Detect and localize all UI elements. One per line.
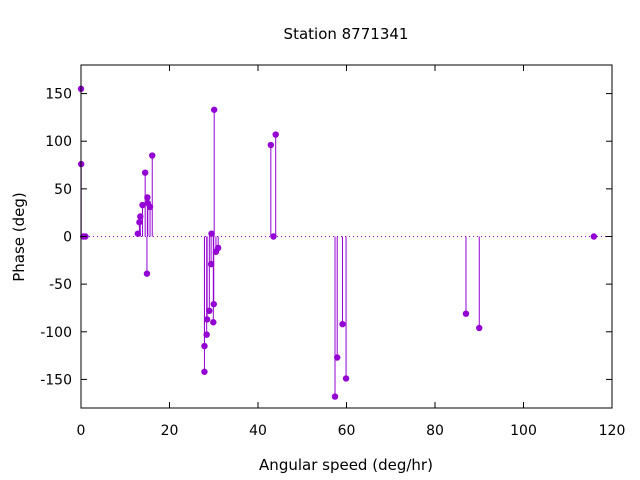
y-tick-label: 100 bbox=[45, 134, 72, 150]
x-axis-label: Angular speed (deg/hr) bbox=[259, 456, 433, 474]
data-point bbox=[342, 375, 350, 382]
y-tick-label: -100 bbox=[40, 325, 72, 341]
data-point bbox=[139, 201, 146, 209]
data-point bbox=[134, 230, 142, 237]
plot-frame bbox=[80, 64, 613, 409]
data-point bbox=[210, 319, 217, 326]
ticks-layer: 0 20 40 60 80 100 120 -150 -100 -50 0 50 100 150 bbox=[40, 65, 625, 439]
data-point bbox=[207, 260, 215, 268]
x-tick-label: 80 bbox=[426, 423, 444, 439]
data-point bbox=[141, 169, 149, 176]
data-point bbox=[214, 244, 222, 252]
data-point bbox=[331, 393, 339, 400]
data-point bbox=[203, 331, 210, 338]
data-point bbox=[206, 307, 213, 315]
data-point bbox=[210, 106, 218, 113]
y-tick-label: 0 bbox=[63, 230, 72, 246]
data-point bbox=[462, 310, 470, 317]
points-layer bbox=[77, 85, 598, 400]
data-point bbox=[201, 368, 208, 375]
data-point bbox=[270, 233, 277, 240]
x-tick-label: 100 bbox=[510, 423, 537, 439]
data-point bbox=[146, 203, 154, 211]
x-tick-label: 20 bbox=[161, 423, 179, 439]
data-point bbox=[201, 342, 208, 350]
data-point bbox=[267, 141, 275, 149]
chart-title: Station 8771341 bbox=[284, 25, 409, 43]
y-tick-label: -50 bbox=[49, 277, 72, 293]
data-point bbox=[339, 320, 346, 328]
y-tick-label: -150 bbox=[40, 372, 72, 388]
stems-layer bbox=[80, 88, 480, 397]
data-point bbox=[476, 324, 483, 332]
data-point bbox=[144, 194, 151, 201]
data-point bbox=[208, 230, 215, 237]
data-point bbox=[210, 300, 217, 308]
y-axis-label: Phase (deg) bbox=[10, 192, 28, 282]
data-point bbox=[137, 213, 144, 220]
data-point bbox=[203, 316, 211, 323]
x-tick-label: 40 bbox=[249, 423, 267, 439]
data-point bbox=[590, 233, 598, 240]
data-point bbox=[136, 219, 143, 226]
data-point bbox=[272, 131, 279, 138]
y-tick-label: 150 bbox=[45, 87, 72, 103]
data-point bbox=[334, 354, 341, 361]
x-tick-label: 120 bbox=[599, 423, 626, 439]
x-tick-label: 0 bbox=[77, 423, 86, 439]
data-point bbox=[143, 270, 151, 277]
data-point bbox=[149, 152, 156, 159]
x-tick-label: 60 bbox=[338, 423, 356, 439]
y-tick-label: 50 bbox=[54, 182, 72, 198]
